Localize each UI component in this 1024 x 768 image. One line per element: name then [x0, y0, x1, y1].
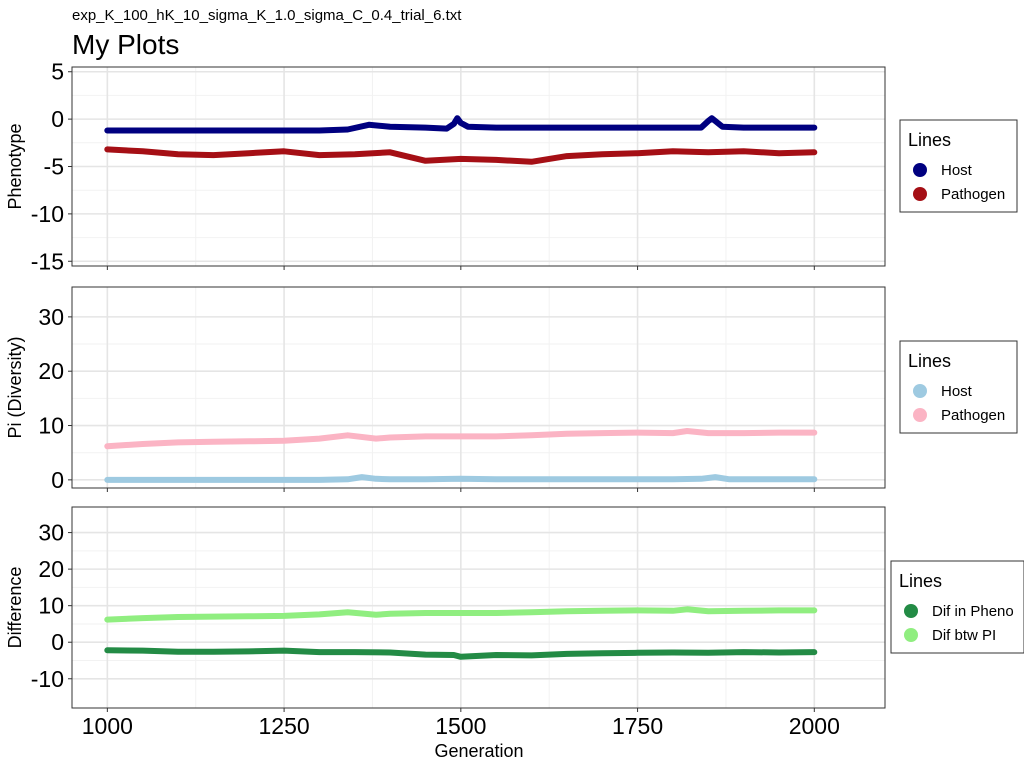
x-tick-label: 1250 — [259, 713, 310, 739]
y-tick-label: 0 — [51, 629, 64, 655]
panel-border — [71, 66, 886, 267]
x-tick-label: 1000 — [82, 713, 133, 739]
series-line-pathogen — [104, 146, 818, 165]
panel-3: -10 0 10 20 30 1000 1250 1500 1750 2000 Difference… — [5, 506, 1024, 739]
legend-title: Lines — [908, 130, 951, 150]
legend: Lines Host Pathogen — [899, 340, 1018, 434]
panel-border — [71, 286, 886, 489]
panel-1: -15 -10 -5 0 5 Phenotype Lines Host Pathogen — [5, 59, 1018, 274]
series-line-host — [104, 115, 818, 134]
y-tick-label: 10 — [38, 593, 64, 619]
legend-key — [904, 604, 918, 618]
legend-label: Host — [941, 162, 973, 179]
y-axis-label: Phenotype — [5, 123, 25, 209]
panel-border — [71, 506, 886, 709]
panel-background — [71, 286, 886, 489]
x-axis-label: Generation — [434, 741, 523, 761]
legend-key — [913, 408, 927, 422]
legend-label: Host — [941, 383, 973, 400]
y-tick-label: -10 — [31, 201, 64, 227]
legend-key — [913, 384, 927, 398]
legend-label: Pathogen — [941, 186, 1005, 203]
y-axis-label: Difference — [5, 567, 25, 649]
x-tick-label: 2000 — [789, 713, 840, 739]
plot-subtitle: exp_K_100_hK_10_sigma_K_1.0_sigma_C_0.4_… — [72, 7, 462, 24]
legend-label: Dif btw PI — [932, 627, 996, 644]
legend: Lines Dif in Pheno Dif btw PI — [890, 560, 1024, 654]
series-line-host — [104, 474, 818, 483]
legend-key — [913, 163, 927, 177]
legend-title: Lines — [908, 351, 951, 371]
series-line-dif-btw-pi — [104, 606, 818, 623]
y-tick-label: -15 — [31, 248, 64, 274]
y-tick-label: 0 — [51, 467, 64, 493]
series-line-pathogen — [104, 428, 818, 450]
y-axis-label: Pi (Diversity) — [5, 337, 25, 439]
legend-label: Dif in Pheno — [932, 603, 1014, 620]
legend-key — [904, 628, 918, 642]
plot-title: My Plots — [72, 29, 179, 60]
y-tick-label: 30 — [38, 304, 64, 330]
panels: -15 -10 -5 0 5 Phenotype Lines Host Pathogen 0 10 2… — [5, 59, 1024, 739]
y-tick-label: 5 — [51, 59, 64, 85]
series-line-dif-in-pheno — [104, 647, 818, 660]
y-tick-label: 30 — [38, 520, 64, 546]
legend: Lines Host Pathogen — [899, 119, 1018, 213]
x-tick-label: 1500 — [435, 713, 486, 739]
panel-2: 0 10 20 30 Pi (Diversity) Lines Host Pathogen — [5, 286, 1018, 493]
y-tick-label: 20 — [38, 358, 64, 384]
legend-title: Lines — [899, 571, 942, 591]
x-tick-label: 1750 — [612, 713, 663, 739]
y-tick-label: -5 — [44, 154, 64, 180]
y-tick-label: 20 — [38, 556, 64, 582]
legend-key — [913, 187, 927, 201]
y-tick-label: 0 — [51, 106, 64, 132]
y-tick-label: -10 — [31, 666, 64, 692]
legend-label: Pathogen — [941, 407, 1005, 424]
y-tick-label: 10 — [38, 413, 64, 439]
panel-background — [71, 506, 886, 709]
